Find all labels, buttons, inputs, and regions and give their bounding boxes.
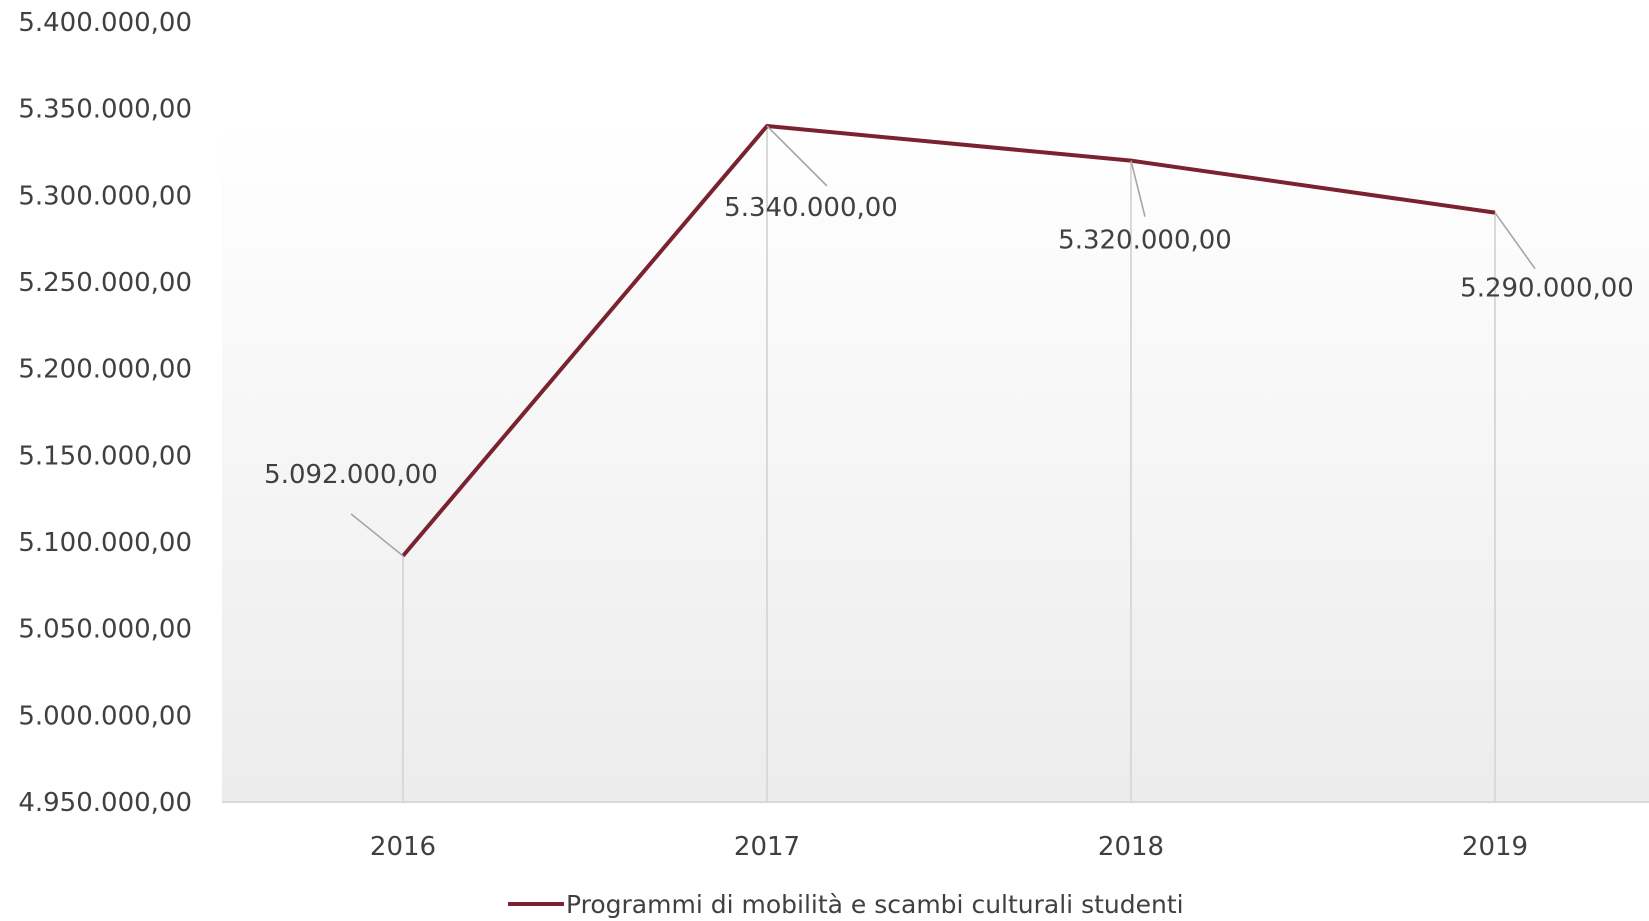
y-tick-label: 5.050.000,00: [18, 615, 192, 645]
drop-lines: [402, 126, 1496, 802]
leader-line: [766, 125, 828, 187]
y-tick-label: 5.200.000,00: [18, 355, 192, 385]
data-label: 5.340.000,00: [724, 193, 898, 223]
y-tick-label: 5.100.000,00: [18, 528, 192, 558]
y-tick-label: 5.250.000,00: [18, 268, 192, 298]
y-tick-label: 4.950.000,00: [18, 788, 192, 818]
data-label: 5.290.000,00: [1460, 274, 1634, 304]
leader-line: [1130, 160, 1146, 217]
data-label: 5.320.000,00: [1058, 226, 1232, 256]
x-tick-label: 2019: [1462, 832, 1528, 862]
x-tick-label: 2016: [370, 832, 436, 862]
series-line: [401, 124, 1496, 558]
y-tick-label: 5.150.000,00: [18, 441, 192, 471]
leader-line: [350, 513, 404, 557]
x-axis: 2016 2017 2018 2019: [222, 801, 1649, 862]
legend: Programmi di mobilità e scambi culturali…: [508, 890, 1184, 919]
y-tick-label: 5.350.000,00: [18, 95, 192, 125]
y-tick-label: 5.000.000,00: [18, 701, 192, 731]
y-axis: 4.950.000,00 5.000.000,00 5.050.000,00 5.10…: [18, 8, 192, 818]
y-tick-label: 5.300.000,00: [18, 181, 192, 211]
x-tick-label: 2018: [1098, 832, 1164, 862]
leader-line: [1494, 212, 1536, 270]
data-labels: 5.092.000,00 5.340.000,00 5.320.000,00 5.29…: [264, 125, 1634, 557]
x-tick-label: 2017: [734, 832, 800, 862]
plot-area-background: [222, 122, 1649, 802]
y-tick-label: 5.400.000,00: [18, 8, 192, 38]
legend-label: Programmi di mobilità e scambi culturali…: [566, 890, 1184, 919]
series-group: [401, 124, 1496, 558]
data-label: 5.092.000,00: [264, 460, 438, 490]
